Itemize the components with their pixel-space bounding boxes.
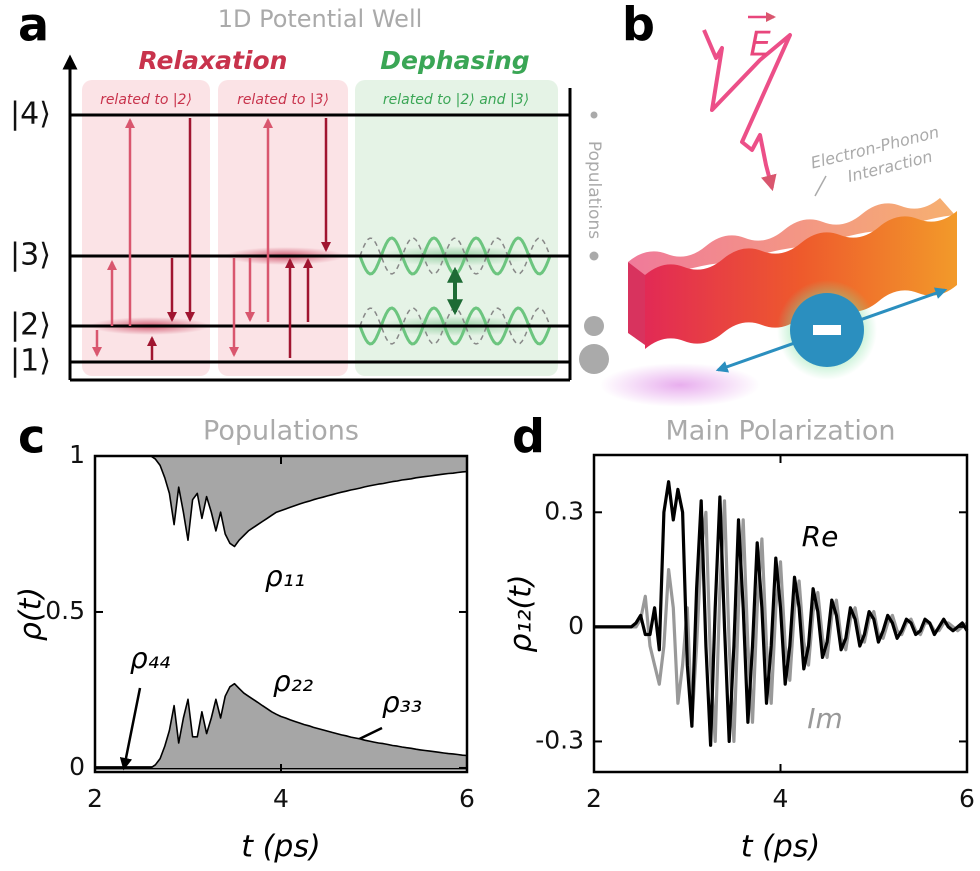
charts: c Populations t (ps) ρ(t) ρ₄₄ ρ₃₃ ρ₂₂ ρ₁₁ 0 0.5 1 2… [14, 410, 975, 865]
note: related to |3⟩ [237, 92, 329, 108]
population-dots [579, 111, 609, 374]
wire-top [628, 198, 955, 277]
pointer-arrow [119, 687, 142, 771]
dot [590, 111, 598, 119]
panel-b: b E Electron-Phonon Interaction [600, 0, 957, 407]
chart: d Main Polarization t (ps) ρ₁₂(t) Im Re -0.3 0 0… [504, 410, 975, 865]
series-label: ρ₄₄ [130, 642, 170, 675]
series-line [95, 682, 468, 769]
y-tick-label: 0 [568, 611, 584, 640]
note: related to |2⟩ and |3⟩ [383, 92, 529, 108]
y-axis-label: ρ(t) [14, 587, 49, 641]
note: related to |2⟩ [100, 92, 192, 108]
series-label: ρ₂₂ [273, 665, 313, 698]
x-tick-label: 4 [773, 784, 789, 813]
series-label: ρ₃₃ [382, 686, 422, 719]
series-label: Im [807, 702, 843, 735]
x-tick-label: 6 [459, 784, 475, 813]
dephasing-title: Dephasing [380, 46, 530, 75]
x-tick-label: 6 [959, 784, 975, 813]
wave [358, 306, 552, 346]
chart: c Populations t (ps) ρ(t) ρ₄₄ ρ₃₃ ρ₂₂ ρ₁₁ 0 0.5 1 2… [14, 410, 475, 865]
chart-title: Main Polarization [666, 416, 896, 447]
y-axis-label: ρ₁₂(t) [504, 574, 539, 652]
level-label: |4⟩ [10, 97, 51, 132]
chart-title: Populations [203, 416, 359, 447]
x-tick-label: 2 [586, 784, 602, 813]
series-line [95, 455, 468, 548]
dephasing-box [355, 80, 558, 376]
panel-title: 1D Potential Well [218, 5, 423, 33]
series-label: ρ₁₁ [265, 560, 305, 593]
relaxation-box [218, 80, 348, 376]
wave [359, 237, 551, 275]
y-tick-label: 1 [69, 440, 85, 469]
transitions [92, 118, 463, 360]
level-label: |2⟩ [10, 308, 51, 343]
level-label: |1⟩ [10, 344, 51, 379]
y-tick-label: -0.3 [535, 725, 584, 754]
panel-label: a [18, 0, 49, 52]
dot [589, 251, 599, 261]
dot [579, 344, 609, 374]
panel-a: a 1D Potential Well Relaxation Dephasing… [10, 0, 609, 382]
minus-sign [813, 325, 841, 335]
x-tick-label: 2 [87, 784, 103, 813]
field-label: E [749, 25, 771, 65]
wire-end [628, 262, 645, 345]
x-axis-label: t (ps) [241, 830, 320, 865]
panel-label: b [622, 0, 655, 52]
level-label: |3⟩ [10, 238, 51, 273]
area [95, 456, 467, 547]
series-label: Re [802, 520, 839, 553]
levels [62, 54, 572, 382]
y-tick-label: 0.5 [45, 596, 85, 625]
x-tick-label: 4 [273, 784, 289, 813]
glow [600, 363, 760, 407]
panel-label: c [18, 410, 45, 464]
x-axis-label: t (ps) [741, 830, 820, 865]
relaxation-box [82, 80, 210, 376]
y-tick-label: 0 [69, 752, 85, 781]
series-line [594, 480, 969, 747]
side-label: Populations [584, 141, 604, 239]
dot [584, 316, 604, 336]
annotation-line [814, 175, 827, 197]
relaxation-title: Relaxation [139, 46, 288, 75]
field-wave [702, 29, 792, 192]
y-tick-label: 0.3 [544, 496, 584, 525]
panel-label: d [512, 410, 545, 464]
